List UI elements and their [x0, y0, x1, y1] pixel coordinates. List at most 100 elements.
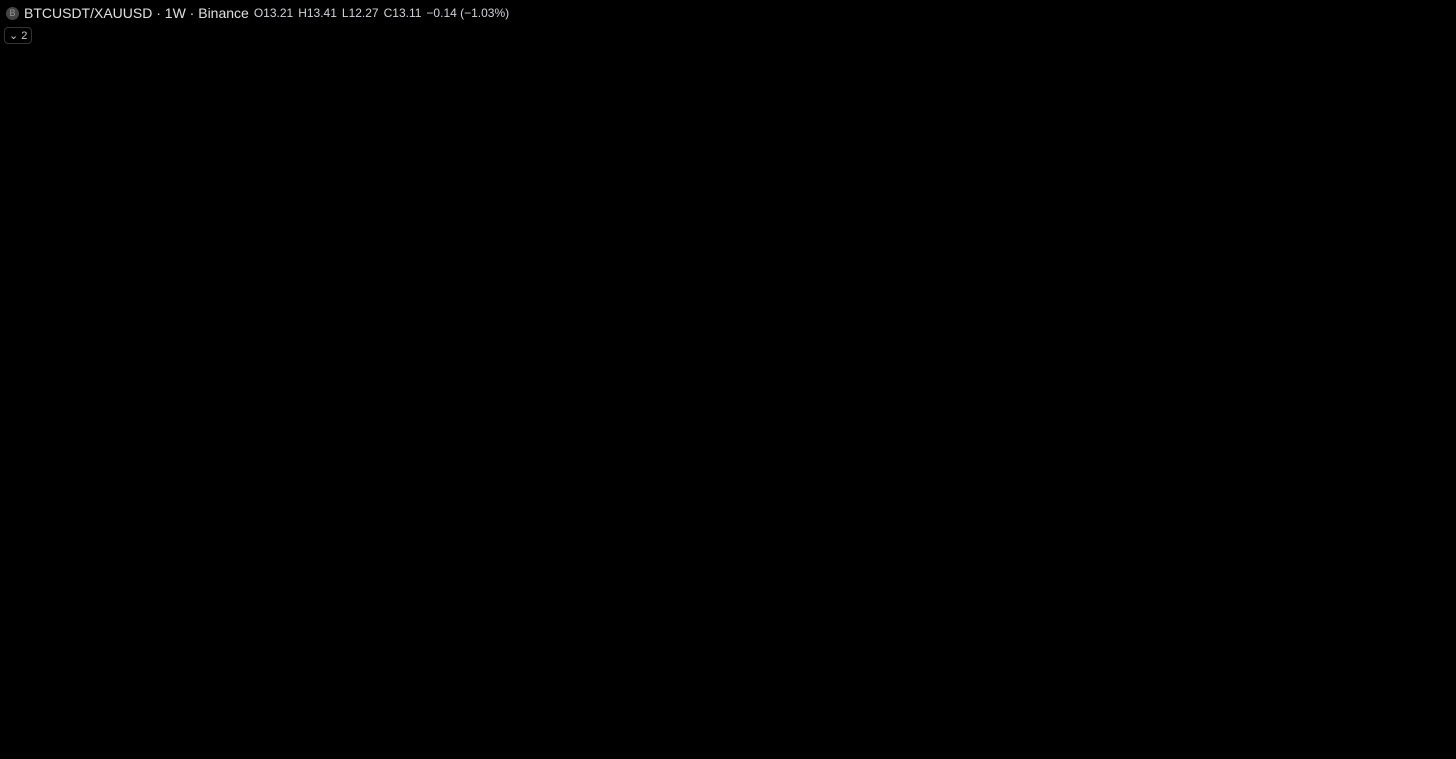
candle-body [474, 508, 478, 511]
candle-body [397, 591, 401, 595]
candle-body [1260, 385, 1265, 402]
candle-body [259, 556, 264, 566]
settings-icon[interactable] [1432, 740, 1444, 752]
green-zone [1308, 540, 1319, 604]
candle-body [1090, 202, 1094, 237]
candle-body [705, 397, 709, 407]
candle-body [243, 479, 247, 488]
candle-body [342, 544, 346, 550]
axes: 2.00 4.00 6.00 8.00 10.00 12.00 14.00 16.00 18.0… [115, 22, 1456, 754]
symbol-title[interactable]: BTCUSDT/XAUUSD · 1W · Binance [24, 5, 249, 21]
y-tick-label: 34.00 [1422, 161, 1452, 175]
candle-body [122, 288, 126, 307]
candle-body [633, 491, 638, 518]
td-count: 3 [1233, 386, 1241, 403]
candle-body [221, 427, 225, 436]
x-tick-label: Jul [551, 740, 566, 754]
candle-body [111, 254, 115, 272]
candle-body [776, 236, 781, 272]
candle-body [848, 288, 852, 336]
candle-body [232, 453, 236, 462]
candle-body [749, 236, 753, 289]
candle-body [556, 477, 561, 483]
candle-body [353, 536, 357, 542]
gear [1432, 740, 1444, 752]
candle-body [199, 349, 203, 376]
candle-body [380, 594, 385, 597]
x-tick-label: 2025 [980, 740, 1007, 754]
candle-body [1211, 210, 1215, 272]
candle-body [188, 357, 192, 376]
candle-body [435, 539, 440, 545]
candle-body [270, 539, 275, 549]
candle-body [496, 504, 500, 509]
ohlc-close: C13.11 [383, 6, 422, 20]
candle-body [1079, 254, 1083, 272]
candle-body [908, 332, 913, 358]
candle-body [1134, 133, 1138, 186]
y-tick-label: 20.00 [1422, 403, 1452, 417]
candle-body [716, 399, 720, 402]
candles [1, 50, 1320, 601]
logo-part [10, 708, 14, 720]
y-tick-label: 36.00 [1422, 126, 1452, 140]
candle-body [1068, 314, 1072, 316]
y-tick-label: 26.00 [1422, 299, 1452, 313]
candle-body [743, 288, 748, 324]
candle-body [947, 124, 951, 151]
magenta-zone [948, 42, 1055, 150]
candle-body [545, 479, 550, 483]
last-price-label: 13.11 [1423, 522, 1452, 536]
candle-body [644, 444, 649, 462]
candle-body [419, 574, 423, 587]
chevron: ⌄ [9, 30, 22, 42]
candle-body [963, 81, 968, 125]
candle-body [710, 401, 715, 407]
candle-body [331, 548, 335, 554]
logo-part [19, 708, 29, 720]
candle-body [870, 274, 874, 350]
candle-body [985, 89, 990, 134]
td-count: 13 [940, 105, 958, 122]
x-tick-label: 2024 [688, 740, 715, 754]
candle-body [1156, 141, 1160, 168]
candle-body [204, 375, 209, 410]
candle-body [133, 306, 137, 315]
candle-body [375, 594, 379, 597]
candle-body [457, 543, 462, 556]
candle-body [386, 593, 390, 595]
candle-body [507, 499, 511, 511]
candle-body [974, 98, 979, 134]
candle-body [853, 271, 858, 336]
candle-body [166, 375, 170, 393]
candle-body [193, 349, 198, 358]
candle-body [83, 150, 88, 160]
candle-body [1189, 210, 1193, 212]
candle-body [677, 380, 682, 402]
candle-body [1002, 107, 1006, 160]
candle-body [1304, 513, 1309, 523]
candle-body [1216, 271, 1221, 307]
candle-body [1062, 306, 1067, 315]
candle-body [100, 167, 104, 203]
candle-body [1029, 185, 1034, 194]
candle-body [666, 420, 671, 428]
candle-body [501, 499, 506, 505]
candle-body [1266, 401, 1270, 407]
candle-body [182, 375, 187, 410]
candle-body [1293, 461, 1298, 488]
candle-body [1051, 271, 1056, 289]
candle-body [650, 427, 654, 445]
x-tick-label: Jul [839, 740, 854, 754]
candle-body [468, 510, 473, 523]
candle-body [903, 332, 907, 350]
candle-body [1073, 271, 1078, 315]
candle-body [490, 496, 495, 509]
candle-body [1244, 314, 1248, 367]
candle-body [1046, 271, 1050, 281]
gear-hub [1435, 743, 1441, 749]
candle-body [452, 541, 456, 556]
indicator-toggle[interactable]: ⌄ 2 [4, 27, 33, 44]
candle-body [160, 366, 165, 376]
candle-body [265, 548, 269, 557]
